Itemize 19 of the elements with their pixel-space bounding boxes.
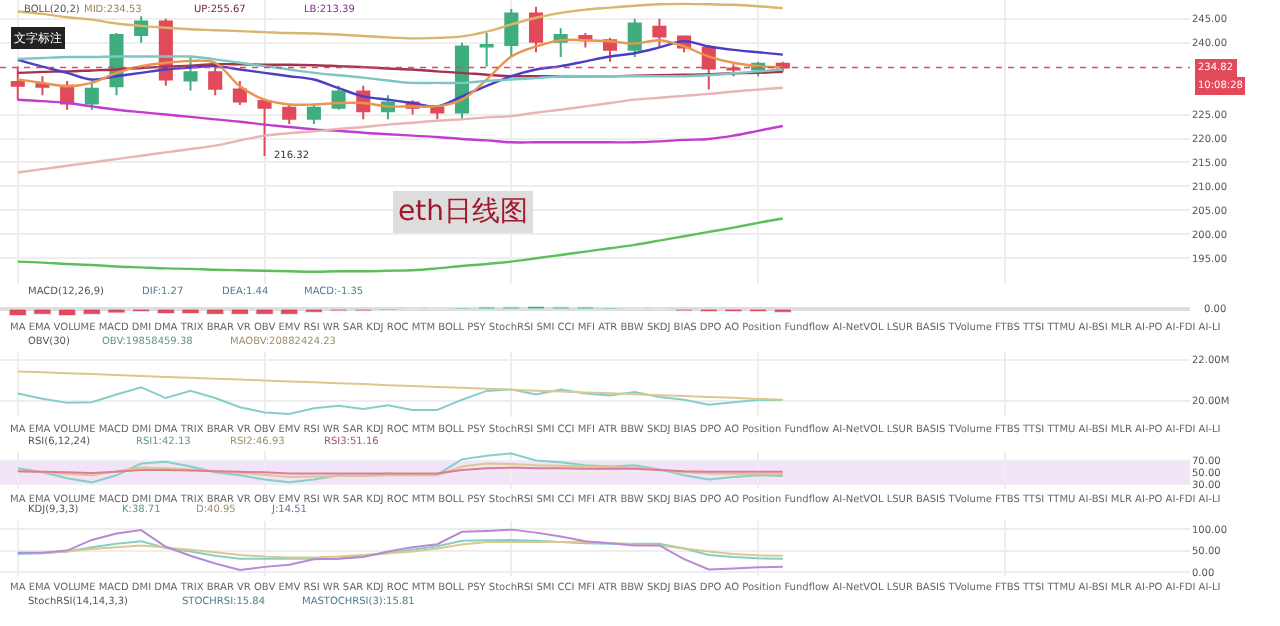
line-series <box>16 86 784 174</box>
candlestick <box>257 99 272 158</box>
candlestick <box>652 17 667 49</box>
line-series <box>16 370 784 401</box>
candlestick <box>232 79 247 106</box>
line-series <box>16 462 784 479</box>
line-series <box>16 55 784 85</box>
candlestick <box>627 17 642 59</box>
candlestick <box>183 56 198 92</box>
line-series <box>16 528 784 571</box>
candlestick <box>479 32 494 68</box>
annotation: eth日线图 <box>398 196 528 228</box>
line-series <box>16 98 784 144</box>
candlestick <box>282 103 297 126</box>
candlestick <box>528 5 544 54</box>
line-series <box>16 2 784 40</box>
candlestick <box>84 79 99 111</box>
candlestick <box>504 8 519 59</box>
candlestick <box>306 103 321 126</box>
